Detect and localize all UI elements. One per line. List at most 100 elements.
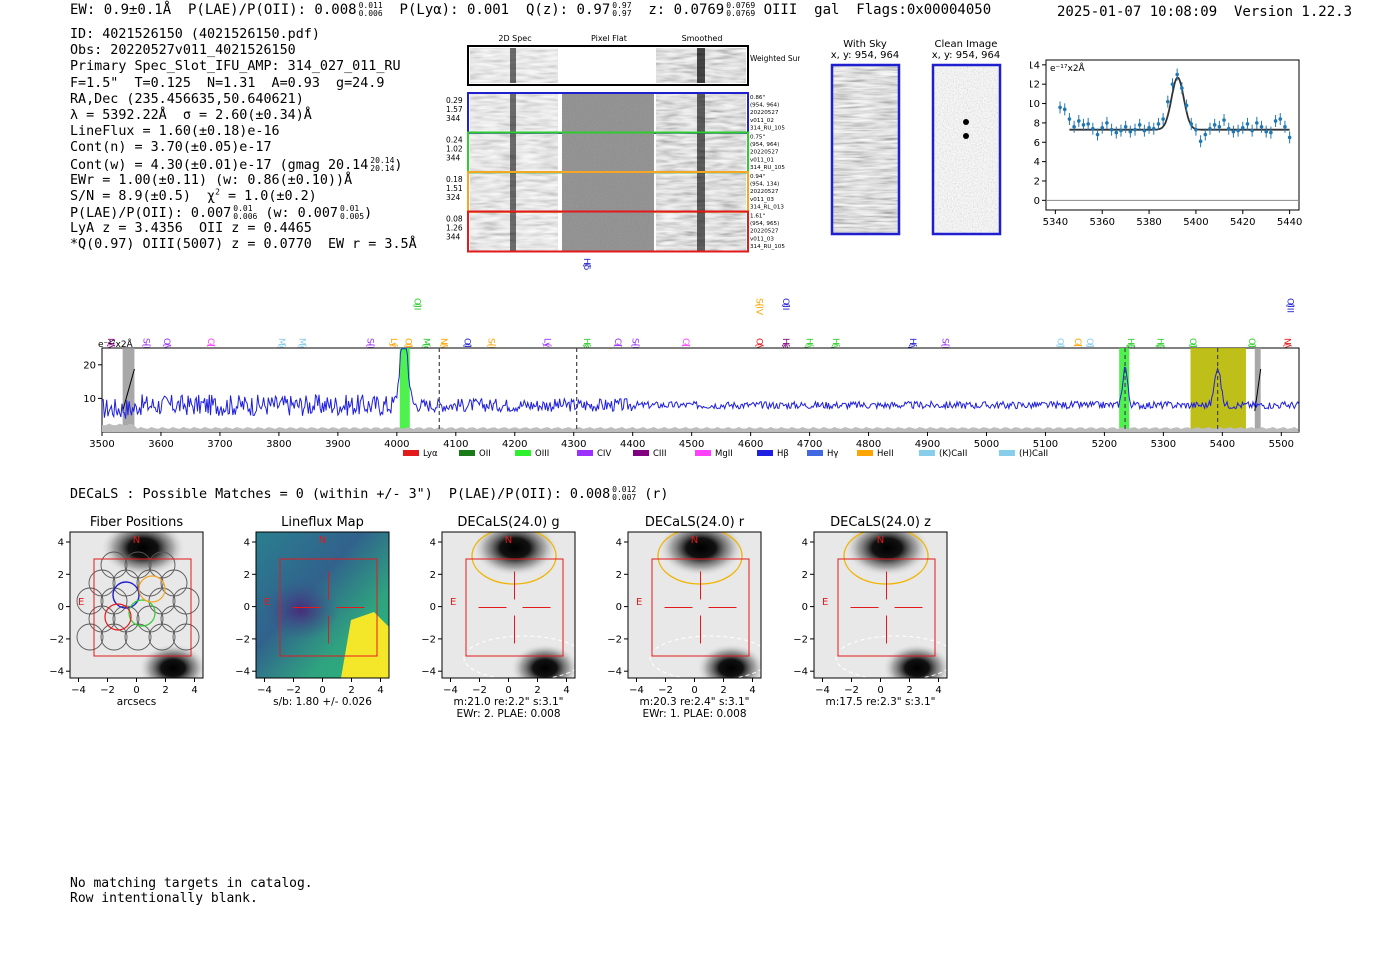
- zoom-point: [1170, 82, 1175, 86]
- clean-image-xy: x, y: 954, 964: [932, 50, 1001, 61]
- spectrum-line-brace: {: [754, 342, 764, 348]
- info-gmag-range: 20.14 20.14: [370, 155, 395, 173]
- zoom-point: [1273, 119, 1278, 123]
- spectrum-line-label: SiIV: [364, 338, 374, 356]
- panel-title: DECaLS(24.0) g: [457, 515, 559, 530]
- panel-caption: m:21.0 re:2.2" s:3.1": [454, 696, 564, 708]
- source-south: [883, 644, 947, 678]
- panel-ytick-label: 4: [430, 538, 436, 549]
- legend-label: Lyα: [423, 449, 438, 459]
- spectrum-line-label: OIII: [1284, 298, 1294, 313]
- zoom-point: [1086, 122, 1090, 126]
- east-label: E: [822, 597, 828, 608]
- spectrum-ytick-label: 10: [83, 394, 96, 405]
- weighted-sum-row: Weighted Sum: [467, 45, 800, 86]
- spectrum-line-label: OIII: [1246, 338, 1256, 353]
- header-ew: EW: 0.9±0.1Å P(LAE)/P(OII): 0.008: [70, 2, 357, 18]
- info-primary: Primary Spec_Slot_IFU_AMP: 314_027_011_R…: [70, 59, 401, 75]
- fiber-cutouts: 2D Spec Pixel Flat Smoothed Weighted Sum…: [446, 34, 800, 253]
- spectrum-line-brace: {: [612, 342, 622, 348]
- panel-ytick-label: 4: [58, 538, 64, 549]
- east-label: E: [450, 597, 456, 608]
- legend-swatch: [459, 450, 475, 456]
- cutout-2dspec-line: [510, 94, 516, 132]
- spectrum-line-label: OIII: [1187, 338, 1197, 353]
- zoom-point: [1076, 119, 1081, 123]
- source-south: [139, 644, 203, 678]
- with-sky-image: [830, 63, 901, 236]
- spectrum-line-label: OII: [1054, 338, 1064, 350]
- cutout-row-meta: 0.75": [750, 135, 765, 141]
- source-north: [473, 532, 557, 576]
- spectrum-frame: [101, 347, 1300, 433]
- zoom-point: [1226, 126, 1231, 131]
- cutout-row-stat: 1.02: [446, 145, 463, 154]
- spectrum-line-label: Hγ: [804, 338, 814, 351]
- panel-ytick-label: −4: [607, 667, 622, 678]
- spectrum-line-brace: {: [1054, 342, 1064, 348]
- info-plae-range: 0.01 0.006: [233, 204, 258, 222]
- spectrum-band-hatch: [122, 368, 135, 412]
- panel-caption-2: EWr: 1. PLAE: 0.008: [642, 708, 746, 720]
- cutout-row-meta: 0.86": [750, 95, 765, 101]
- zoom-point: [1189, 122, 1194, 126]
- search-box: [837, 558, 936, 657]
- spectrum-line-label: Hγ: [830, 338, 840, 351]
- spectrum-line-label: CII: [680, 338, 690, 350]
- spectrum-line-brace: {: [412, 302, 422, 308]
- panel-ytick-label: −4: [421, 667, 436, 678]
- decals-plae-range: 0.012 0.007: [612, 485, 637, 502]
- zoom-ytick-label: 10: [1030, 99, 1040, 110]
- spectrum-line-label: OVI: [161, 338, 171, 354]
- legend-swatch: [919, 450, 935, 456]
- info-radec: RA,Dec (235.456635,50.640621): [70, 91, 304, 107]
- panel-body: [814, 532, 947, 678]
- spectrum-line-label: Lyα: [388, 338, 398, 354]
- fiber-circle: [76, 623, 104, 651]
- panel-xtick-label: 0: [319, 685, 325, 696]
- spectrum-line-brace: {: [485, 342, 495, 348]
- panel-xtick-label: −4: [815, 685, 830, 696]
- spectrum-noise-floor: [102, 423, 1299, 432]
- panel-ytick-label: 2: [244, 570, 250, 581]
- spectrum-line-brace: {: [680, 342, 690, 348]
- zoom-point: [1203, 132, 1208, 137]
- panel-xtick-label: −2: [658, 685, 673, 696]
- spectrum-line-brace: {: [1246, 342, 1256, 348]
- header-summary: EW: 0.9±0.1Å P(LAE)/P(OII): 0.008 0.011 0.…: [70, 2, 991, 19]
- north-label: N: [505, 535, 512, 546]
- info-contw: Cont(w) = 4.30(±0.01)e-17 (gmag 20.14 20.…: [70, 155, 403, 173]
- spectrum-xtick-label: 5200: [1092, 439, 1117, 450]
- zoom-point: [1147, 125, 1151, 130]
- spectrum-line-brace: {: [780, 302, 790, 308]
- info-contn: Cont(n) = 3.70(±0.05)e-17: [70, 140, 272, 156]
- spectrum-line-label: Hε: [581, 338, 591, 350]
- panel-ytick-label: −2: [421, 634, 436, 645]
- panel-xtick-label: 4: [749, 685, 755, 696]
- panel-xtick-label: 2: [720, 685, 726, 696]
- legend-swatch: [577, 450, 593, 456]
- panel-xtick-label: 2: [348, 685, 354, 696]
- spectrum-xtick-label: 4500: [679, 439, 704, 450]
- legend-label: OII: [479, 449, 491, 459]
- spectrum-line-brace: {: [161, 342, 171, 348]
- spectrum-line-brace: {: [462, 342, 472, 348]
- legend-label: (K)CaII: [939, 449, 967, 459]
- cutout-pixelflat-noise: [562, 133, 654, 172]
- spectrum-line-brace: {: [364, 342, 374, 348]
- cutout-smoothed-line: [697, 94, 705, 132]
- info-plae: P(LAE)/P(OII): 0.007 0.01 0.006 (w: 0.007 0…: [70, 204, 373, 222]
- panel-ytick-label: −4: [49, 667, 64, 678]
- spectrum-line-brace: {: [1084, 342, 1094, 348]
- image-panels: Fiber Positions N E −4 −2 0 2 4 4 2 0 −2 −4 arcsecs Li…: [49, 515, 948, 720]
- zoom-point: [1236, 128, 1240, 133]
- spectrum-line-label: MgII: [276, 338, 286, 357]
- spectrum-line-label: CIV: [612, 338, 622, 354]
- panel-body: [70, 532, 203, 678]
- zoom-point: [1287, 135, 1292, 140]
- spectrum-xtick-label: 4700: [797, 439, 822, 450]
- aperture-ellipse: [463, 635, 575, 678]
- cutout-row-stat: 344: [446, 233, 461, 242]
- spectrum-ylabel: e⁻¹⁷x2Å: [98, 338, 134, 350]
